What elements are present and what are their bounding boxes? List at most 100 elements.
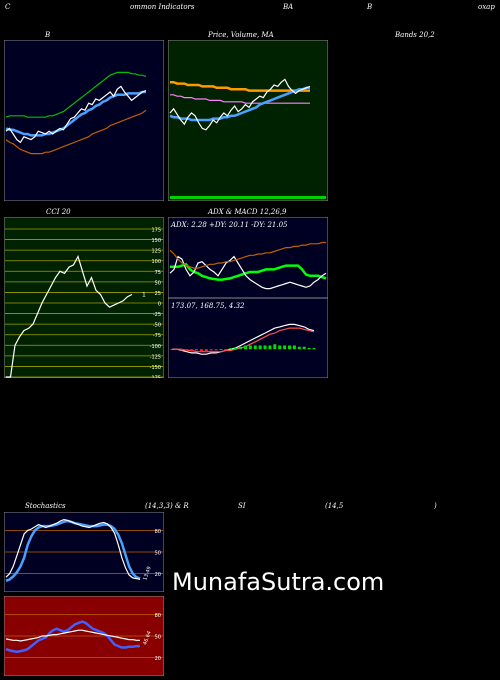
macd-histogram-bar — [268, 345, 272, 350]
header-fragment-c: C — [5, 3, 11, 11]
rsi-series-0 — [5, 620, 140, 654]
macd-histogram-bar — [229, 347, 233, 350]
rsi-tick-label: 20 — [155, 656, 161, 662]
adx-values: ADX: 2.28 +DY: 20.11 -DY: 21.05 — [170, 221, 288, 229]
cci-tick-label: -125 — [150, 354, 161, 360]
cci-series-0 — [6, 254, 133, 378]
adx-chart: ADX: 2.28 +DY: 20.11 -DY: 21.05 — [168, 217, 328, 298]
macd-histogram-bar — [190, 349, 194, 352]
price-series-3 — [169, 78, 311, 131]
macd-histogram-bar — [302, 346, 306, 350]
macd-values: 173.07, 168.75, 4.32 — [171, 302, 245, 310]
macd-bg — [168, 298, 328, 378]
rsi-params: (14,5 — [325, 502, 344, 510]
cci-tick-label: -75 — [153, 333, 161, 339]
header-fragment-ba: BA — [283, 3, 294, 11]
watermark: MunafaSutra.com — [172, 568, 385, 596]
stochastics-chart: 80 50 20 13.49 — [4, 512, 164, 592]
macd-histogram-bar — [234, 347, 238, 350]
cci-tick-label: 100 — [151, 259, 161, 265]
cci-tick-label: 25 — [155, 291, 161, 297]
macd-histogram-bar — [170, 349, 174, 350]
bollinger-bg — [4, 40, 164, 201]
cci-tick-label: 175 — [151, 228, 161, 234]
macd-histogram-bar — [199, 349, 203, 352]
bollinger-title-b: Bands 20,2 — [395, 31, 435, 39]
cci-chart: 175 150 125 100 75 50 25 0 -25 -50 -75 -100 -125 -150… — [4, 217, 164, 378]
macd-histogram-bar — [204, 349, 208, 352]
adx-series-2 — [169, 241, 326, 269]
macd-histogram-bar — [312, 347, 316, 350]
cci-tick-label: 0 — [158, 302, 161, 308]
stochastics-series-1 — [5, 518, 141, 580]
adx-series-0 — [170, 262, 327, 281]
header-fragment-b: B — [367, 3, 373, 11]
stochastics-tick-label: 20 — [155, 572, 161, 578]
adx-macd-title: ADX & MACD 12,26,9 — [208, 208, 287, 216]
adx-bg — [168, 217, 328, 298]
cci-tick-label: -25 — [153, 312, 161, 318]
macd-histogram-bar — [273, 344, 277, 350]
macd-chart: 173.07, 168.75, 4.32 — [168, 298, 328, 378]
price-series-0 — [170, 80, 310, 92]
volume-bars — [170, 196, 326, 199]
rsi-title: SI — [238, 502, 246, 510]
cci-tick-label: -150 — [150, 365, 161, 371]
bollinger-series-0 — [5, 71, 147, 118]
bollinger-series-3 — [5, 109, 147, 155]
cci-tick-label: 75 — [155, 270, 161, 276]
macd-histogram-bar — [288, 345, 292, 350]
bollinger-title-a: B — [45, 31, 51, 39]
macd-histogram-bar — [292, 345, 296, 350]
cci-tick-label: 125 — [151, 249, 161, 255]
macd-histogram-bar — [185, 349, 189, 351]
header-fragment-end: oxap — [478, 3, 495, 11]
stochastics-tick-label: 50 — [155, 551, 161, 557]
stochastics-tick-label: 80 — [155, 529, 161, 535]
cci-tick-label: -50 — [153, 323, 161, 329]
macd-histogram-bar — [209, 349, 213, 351]
cci-bg — [4, 217, 164, 378]
macd-series-1 — [172, 327, 315, 353]
cci-tick-label: -100 — [150, 344, 161, 350]
stoch-last-label: 13.49 — [142, 566, 153, 582]
cci-title: CCI 20 — [46, 208, 71, 216]
rsi-series-1 — [5, 629, 140, 642]
price-series-1 — [170, 94, 310, 104]
macd-histogram-bar — [219, 349, 223, 350]
macd-histogram-bar — [214, 349, 218, 351]
stoch-params: (14,3,3) & R — [145, 502, 189, 510]
rsi-last-label: 46.64 — [142, 630, 153, 646]
price-chart — [168, 40, 328, 201]
macd-histogram-bar — [278, 345, 282, 350]
macd-histogram-bar — [243, 345, 247, 350]
price-title: Price, Volume, MA — [208, 31, 274, 39]
macd-histogram-bar — [194, 349, 198, 351]
macd-histogram-bar — [248, 345, 252, 350]
cci-tick-label: 150 — [151, 238, 161, 244]
macd-histogram-bar — [224, 349, 228, 350]
macd-histogram-bar — [297, 346, 301, 350]
macd-histogram-bar — [307, 347, 311, 350]
cci-last-label: 1 — [142, 292, 146, 299]
bollinger-series-2 — [5, 85, 147, 144]
cci-tick-label: 50 — [155, 280, 161, 286]
cci-tick-label: -175 — [150, 376, 161, 379]
rsi-tick-label: 50 — [155, 635, 161, 641]
rsi-params-close: ) — [434, 502, 437, 510]
header-fragment-indicators: ommon Indicators — [130, 3, 195, 11]
macd-histogram-bar — [175, 349, 179, 350]
macd-histogram-bar — [239, 346, 243, 350]
price-series-2 — [169, 86, 310, 122]
macd-series-0 — [172, 323, 315, 355]
rsi-chart: 80 50 20 46.64 — [4, 596, 164, 676]
macd-histogram-bar — [263, 345, 267, 350]
bollinger-chart — [4, 40, 164, 201]
macd-histogram-bar — [258, 345, 262, 350]
macd-histogram-bar — [283, 345, 287, 350]
macd-histogram-bar — [253, 345, 257, 350]
macd-histogram-bar — [180, 349, 184, 351]
rsi-tick-label: 80 — [155, 613, 161, 619]
stoch-title: Stochastics — [25, 502, 66, 510]
bollinger-series-1 — [5, 90, 146, 137]
